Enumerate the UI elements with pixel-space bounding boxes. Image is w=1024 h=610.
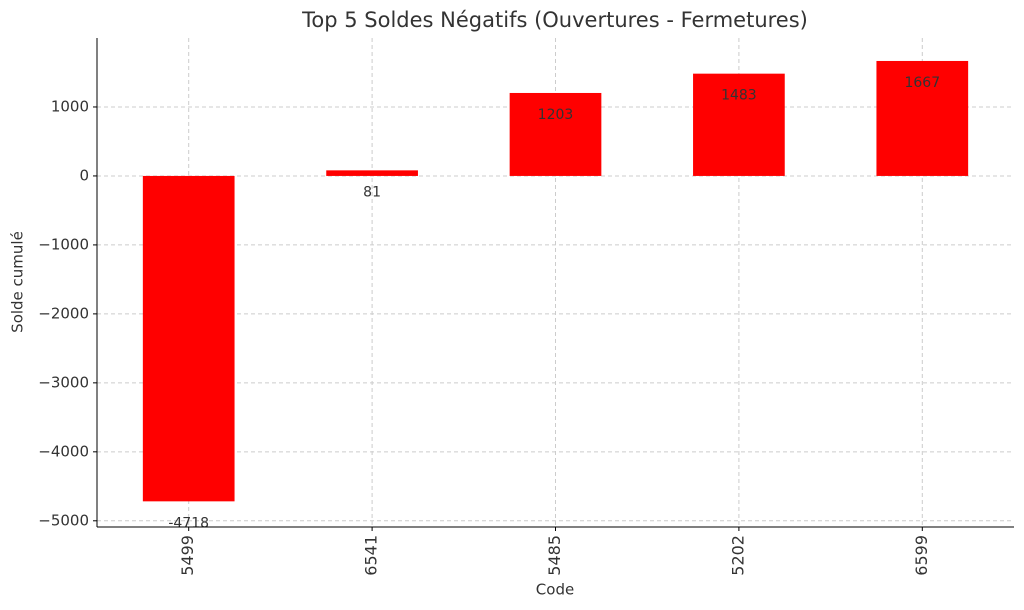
bar	[509, 92, 602, 176]
bar	[876, 60, 969, 176]
y-tick-label: −4000	[38, 442, 89, 460]
x-axis-label: Code	[536, 581, 574, 599]
data-label: 1203	[538, 107, 574, 123]
y-tick-label: −3000	[38, 373, 89, 391]
y-tick-label: −1000	[38, 235, 89, 253]
bar	[142, 175, 235, 502]
bar	[326, 170, 418, 176]
data-label: 81	[363, 184, 381, 200]
y-axis-label: Solde cumulé	[9, 231, 27, 333]
y-tick-label: 0	[79, 166, 89, 184]
data-label: -4718	[168, 515, 209, 531]
x-tick-label: 5202	[728, 535, 747, 576]
x-tick-label: 6541	[362, 535, 381, 576]
y-tick-label: 1000	[51, 97, 89, 115]
x-tick-label: 6599	[912, 535, 931, 576]
x-tick-label: 5485	[545, 535, 564, 576]
y-tick-label: −2000	[38, 304, 89, 322]
y-tick-label: −5000	[38, 511, 89, 529]
chart-title: Top 5 Soldes Négatifs (Ouvertures - Ferm…	[301, 8, 808, 32]
data-label: 1667	[904, 75, 940, 91]
data-label: 1483	[721, 88, 757, 104]
bar	[693, 73, 785, 176]
x-tick-label: 5499	[178, 535, 197, 576]
